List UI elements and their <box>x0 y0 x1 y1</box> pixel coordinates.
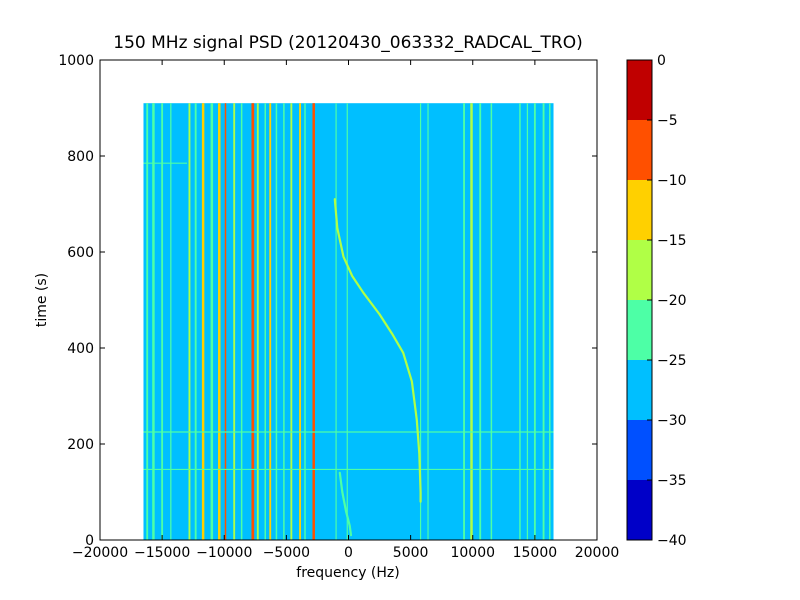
vertical-line-9 <box>224 103 227 540</box>
vertical-line-26 <box>463 103 465 540</box>
x-tick-label-5: 5000 <box>393 545 429 561</box>
y-tick-label-3: 600 <box>67 245 94 261</box>
x-tick-label-2: −10000 <box>196 545 252 561</box>
vertical-line-27 <box>470 103 473 540</box>
x-tick-label-1: −15000 <box>134 545 190 561</box>
curve-1 <box>338 471 353 537</box>
colorbar-tick-label-4: −20 <box>657 293 687 309</box>
colorbar-segment-2 <box>627 360 652 420</box>
vertical-line-10 <box>233 103 236 540</box>
vertical-line-13 <box>256 103 259 540</box>
colorbar-tick-label-2: −10 <box>657 173 687 189</box>
colorbar-tick-label-1: −5 <box>657 113 678 129</box>
plot-area <box>99 59 598 541</box>
vertical-line-11 <box>240 103 243 540</box>
vertical-line-6 <box>201 103 205 540</box>
vertical-line-34 <box>549 103 551 540</box>
y-tick-label-5: 1000 <box>58 53 94 69</box>
x-axis-ticks: −20000 −15000 −10000 −5000 0 5000 10000 15000 20… <box>72 60 619 561</box>
colorbar-tick-label-0: 0 <box>657 53 666 69</box>
colorbar-segment-7 <box>627 60 652 120</box>
vertical-line-15 <box>269 103 272 540</box>
vertical-line-33 <box>542 103 545 540</box>
vertical-line-2 <box>161 103 164 540</box>
chart-title: 150 MHz signal PSD (20120430_063332_RADC… <box>113 33 582 53</box>
colorbar-tick-label-3: −15 <box>657 233 687 249</box>
vertical-line-8 <box>218 103 221 540</box>
vertical-line-32 <box>533 103 536 540</box>
vertical-line-12 <box>251 103 255 540</box>
colorbar-segment-0 <box>627 480 652 540</box>
colorbar-tick-label-6: −30 <box>657 413 687 429</box>
vertical-line-1 <box>152 103 155 540</box>
vertical-line-24 <box>419 103 422 540</box>
colorbar-segment-6 <box>627 120 652 180</box>
x-axis-label: frequency (Hz) <box>296 565 399 581</box>
vertical-line-23 <box>346 103 348 540</box>
y-tick-label-1: 200 <box>67 437 94 453</box>
vertical-line-29 <box>490 103 493 540</box>
vertical-line-31 <box>526 103 529 540</box>
x-tick-label-0: −20000 <box>72 545 128 561</box>
y-tick-label-4: 800 <box>67 149 94 165</box>
y-axis-label: time (s) <box>34 273 50 327</box>
vertical-line-18 <box>290 103 293 540</box>
vertical-line-30 <box>519 103 521 540</box>
signal-curves <box>333 198 422 537</box>
x-tick-label-8: 20000 <box>575 545 620 561</box>
vertical-signal-lines <box>146 103 551 540</box>
horizontal-signal-lines <box>143 162 554 471</box>
vertical-line-20 <box>304 103 306 540</box>
x-tick-label-6: 10000 <box>450 545 495 561</box>
x-tick-label-4: 0 <box>344 545 353 561</box>
y-tick-label-0: 0 <box>85 533 94 549</box>
x-tick-label-7: 15000 <box>513 545 558 561</box>
colorbar-segment-5 <box>627 180 652 240</box>
vertical-line-25 <box>427 103 429 540</box>
colorbar-segment-3 <box>627 300 652 360</box>
curve-0 <box>333 198 422 503</box>
y-tick-label-2: 400 <box>67 341 94 357</box>
colorbar-segment-1 <box>627 420 652 480</box>
colorbar-segment-4 <box>627 240 652 300</box>
vertical-line-3 <box>170 103 172 540</box>
vertical-line-21 <box>312 103 315 540</box>
vertical-line-28 <box>479 103 482 540</box>
vertical-line-17 <box>283 103 285 540</box>
colorbar <box>626 59 653 541</box>
y-axis-ticks: 0 200 400 600 800 1000 <box>58 53 597 549</box>
vertical-line-14 <box>264 103 266 540</box>
vertical-line-16 <box>275 103 278 540</box>
vertical-line-5 <box>194 103 197 540</box>
x-tick-label-3: −5000 <box>263 545 310 561</box>
vertical-line-19 <box>299 103 301 540</box>
colorbar-ticks: 0 −5 −10 −15 −20 −25 −30 −35 −40 <box>647 53 687 549</box>
colorbar-tick-label-8: −40 <box>657 533 687 549</box>
vertical-line-22 <box>335 103 337 540</box>
vertical-line-4 <box>188 103 191 540</box>
colorbar-tick-label-7: −35 <box>657 473 687 489</box>
vertical-line-0 <box>146 103 149 540</box>
vertical-line-7 <box>210 103 214 540</box>
colorbar-tick-label-5: −25 <box>657 353 687 369</box>
